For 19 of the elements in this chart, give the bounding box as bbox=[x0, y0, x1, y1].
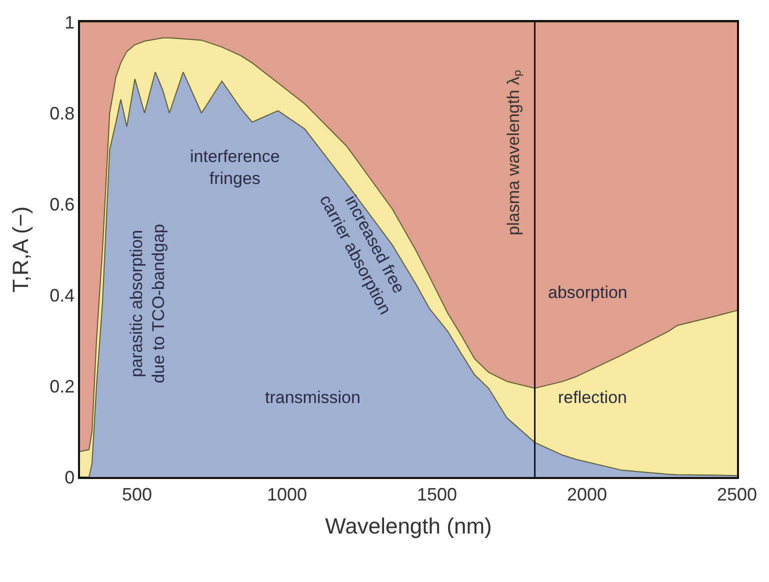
x-tick-label: 1000 bbox=[266, 484, 308, 504]
annotation: parasitic absorption due to TCO-bandgap bbox=[127, 224, 168, 384]
x-tick-label: 1500 bbox=[416, 484, 458, 504]
series-label: absorption bbox=[548, 283, 628, 302]
series-label: transmission bbox=[265, 388, 360, 407]
annotation: interference fringes bbox=[190, 147, 280, 188]
x-tick-label: 500 bbox=[122, 484, 152, 504]
x-tick-label: 2500 bbox=[716, 484, 758, 504]
y-tick-label: 0.4 bbox=[50, 285, 75, 306]
y-tick-label: 0.2 bbox=[50, 376, 75, 396]
series-label: reflection bbox=[558, 388, 627, 407]
y-axis-title: T,R,A (−) bbox=[8, 206, 33, 293]
x-tick-label: 2000 bbox=[566, 484, 608, 504]
y-tick-label: 1 bbox=[64, 12, 75, 32]
y-tick-label: 0.6 bbox=[50, 194, 75, 214]
y-tick-label: 0 bbox=[64, 467, 75, 488]
y-tick-label: 0.8 bbox=[50, 103, 75, 124]
ref-line-label: plasma wavelength λₚ bbox=[504, 70, 524, 236]
x-axis-title: Wavelength (nm) bbox=[325, 514, 492, 539]
